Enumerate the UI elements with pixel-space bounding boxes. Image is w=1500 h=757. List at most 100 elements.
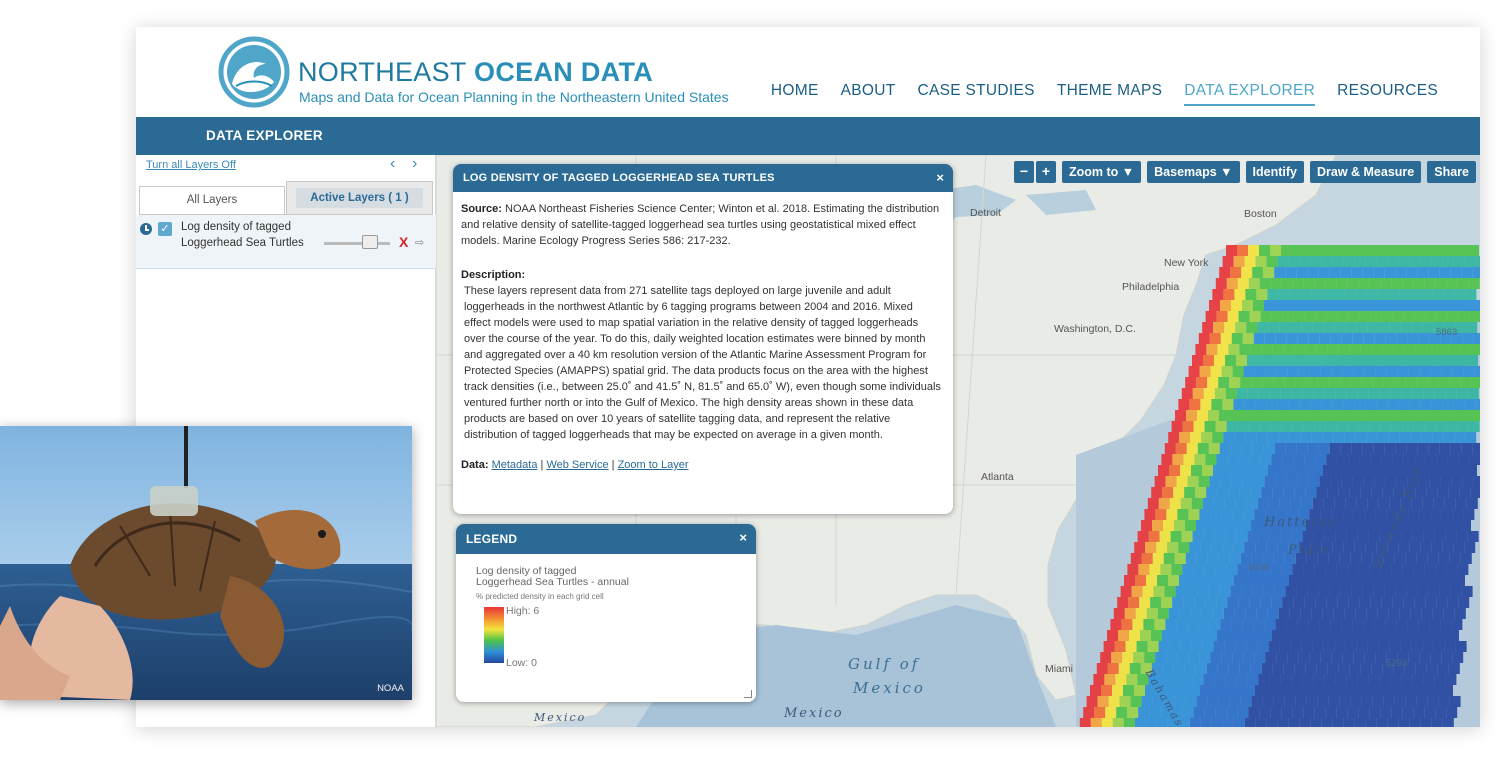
nav-data-explorer[interactable]: DATA EXPLORER	[1184, 82, 1316, 106]
density-cell	[1201, 432, 1213, 443]
density-cell	[1207, 696, 1219, 707]
density-cell	[1237, 278, 1249, 289]
density-cell	[1360, 663, 1372, 674]
share-button[interactable]: Share	[1427, 161, 1476, 183]
logo-wave-icon[interactable]	[218, 36, 290, 108]
density-cell	[1350, 377, 1362, 388]
density-cell	[1290, 465, 1301, 476]
density-cell	[1191, 498, 1203, 509]
zoom-out-button[interactable]: −	[1014, 161, 1034, 183]
tab-all-layers[interactable]: All Layers	[139, 186, 285, 214]
density-cell	[1331, 652, 1343, 663]
opacity-slider-track[interactable]	[324, 242, 390, 245]
density-cell	[1230, 586, 1242, 597]
photo-credit: NOAA	[377, 683, 404, 694]
density-cell	[1251, 696, 1263, 707]
density-cell	[1473, 300, 1480, 311]
density-cell	[1191, 641, 1203, 652]
density-cell	[1235, 465, 1246, 476]
density-cell	[1238, 454, 1250, 465]
density-cell	[1369, 564, 1381, 575]
density-cell	[1450, 410, 1461, 421]
density-cell	[1320, 366, 1332, 377]
density-cell	[1303, 278, 1315, 289]
zoom-in-button[interactable]: +	[1036, 161, 1056, 183]
remove-layer-icon[interactable]: X	[399, 234, 409, 250]
close-icon[interactable]: ×	[739, 530, 747, 545]
density-cell	[1173, 487, 1185, 498]
density-cell	[1394, 377, 1406, 388]
density-cell	[1311, 289, 1323, 300]
density-cell	[1154, 476, 1166, 487]
density-cell	[1333, 608, 1345, 619]
density-cell	[1146, 575, 1157, 586]
density-cell	[1372, 553, 1384, 564]
density-cell	[1327, 344, 1339, 355]
density-cell	[1237, 707, 1249, 718]
density-cell	[1332, 718, 1344, 727]
density-cell	[1282, 454, 1294, 465]
zoom-to-layer-icon[interactable]: ⇨	[415, 237, 425, 249]
brand-title[interactable]: NORTHEAST OCEAN DATA	[298, 57, 653, 88]
density-cell	[1462, 333, 1474, 344]
density-cell	[1316, 663, 1328, 674]
source-block: Source: NOAA Northeast Fisheries Science…	[461, 201, 942, 249]
density-cell	[1460, 377, 1472, 388]
density-cell	[1348, 597, 1360, 608]
density-cell	[1199, 509, 1211, 520]
density-cell	[1195, 344, 1207, 355]
nav-about[interactable]: ABOUT	[840, 82, 896, 99]
density-cell	[1416, 553, 1428, 564]
nav-theme-maps[interactable]: THEME MAPS	[1056, 82, 1163, 99]
density-cell	[1151, 663, 1163, 674]
density-cell	[1334, 322, 1346, 333]
density-cell	[1349, 487, 1361, 498]
density-cell	[1241, 443, 1253, 454]
density-cell	[1418, 476, 1430, 487]
density-cell	[1243, 652, 1255, 663]
density-cell	[1391, 245, 1402, 256]
density-cell	[1422, 498, 1434, 509]
density-cell	[1152, 520, 1163, 531]
density-cell	[1330, 476, 1342, 487]
identify-button[interactable]: Identify	[1245, 161, 1304, 183]
zoom-to-dropdown[interactable]: Zoom to ▼	[1062, 161, 1142, 183]
density-cell	[1405, 696, 1417, 707]
close-icon[interactable]: ×	[936, 170, 944, 185]
clock-icon[interactable]	[140, 223, 152, 235]
density-cell	[1355, 432, 1367, 443]
map-label-hatteras-2: Plain	[1288, 543, 1332, 558]
density-cell	[1437, 663, 1449, 674]
zoom-to-layer-link[interactable]: Zoom to Layer	[617, 459, 689, 471]
web-service-link[interactable]: Web Service	[546, 459, 609, 471]
density-cell	[1264, 476, 1276, 487]
chevron-right-icon[interactable]: ›	[412, 155, 418, 172]
metadata-link[interactable]: Metadata	[491, 459, 538, 471]
density-cell	[1202, 641, 1214, 652]
resize-handle[interactable]	[744, 690, 752, 698]
tab-active-layers[interactable]: Active Layers ( 1 )	[286, 181, 433, 214]
nav-case-studies[interactable]: CASE STUDIES	[917, 82, 1035, 99]
density-cell	[1344, 289, 1356, 300]
density-cell	[1352, 619, 1364, 630]
density-cell	[1394, 553, 1406, 564]
density-cell	[1294, 344, 1306, 355]
density-cell	[1243, 366, 1255, 377]
density-cell	[1307, 267, 1319, 278]
turn-all-layers-off-link[interactable]: Turn all Layers Off	[146, 159, 236, 171]
nav-resources[interactable]: RESOURCES	[1337, 82, 1438, 99]
opacity-slider-handle[interactable]	[362, 235, 378, 249]
density-cell	[1138, 564, 1150, 575]
layer-visibility-checkbox[interactable]: ✓	[158, 222, 172, 236]
legend-high-label: High: 6	[506, 605, 540, 617]
draw-measure-button[interactable]: Draw & Measure	[1309, 161, 1422, 183]
density-cell	[1341, 333, 1353, 344]
density-cell	[1284, 520, 1295, 531]
density-cell	[1330, 300, 1341, 311]
nav-home[interactable]: HOME	[770, 82, 819, 99]
chevron-left-icon[interactable]: ‹	[390, 155, 396, 172]
basemaps-dropdown[interactable]: Basemaps ▼	[1147, 161, 1240, 183]
density-cell	[1345, 322, 1357, 333]
density-cell	[1242, 333, 1254, 344]
density-cell	[1356, 322, 1368, 333]
